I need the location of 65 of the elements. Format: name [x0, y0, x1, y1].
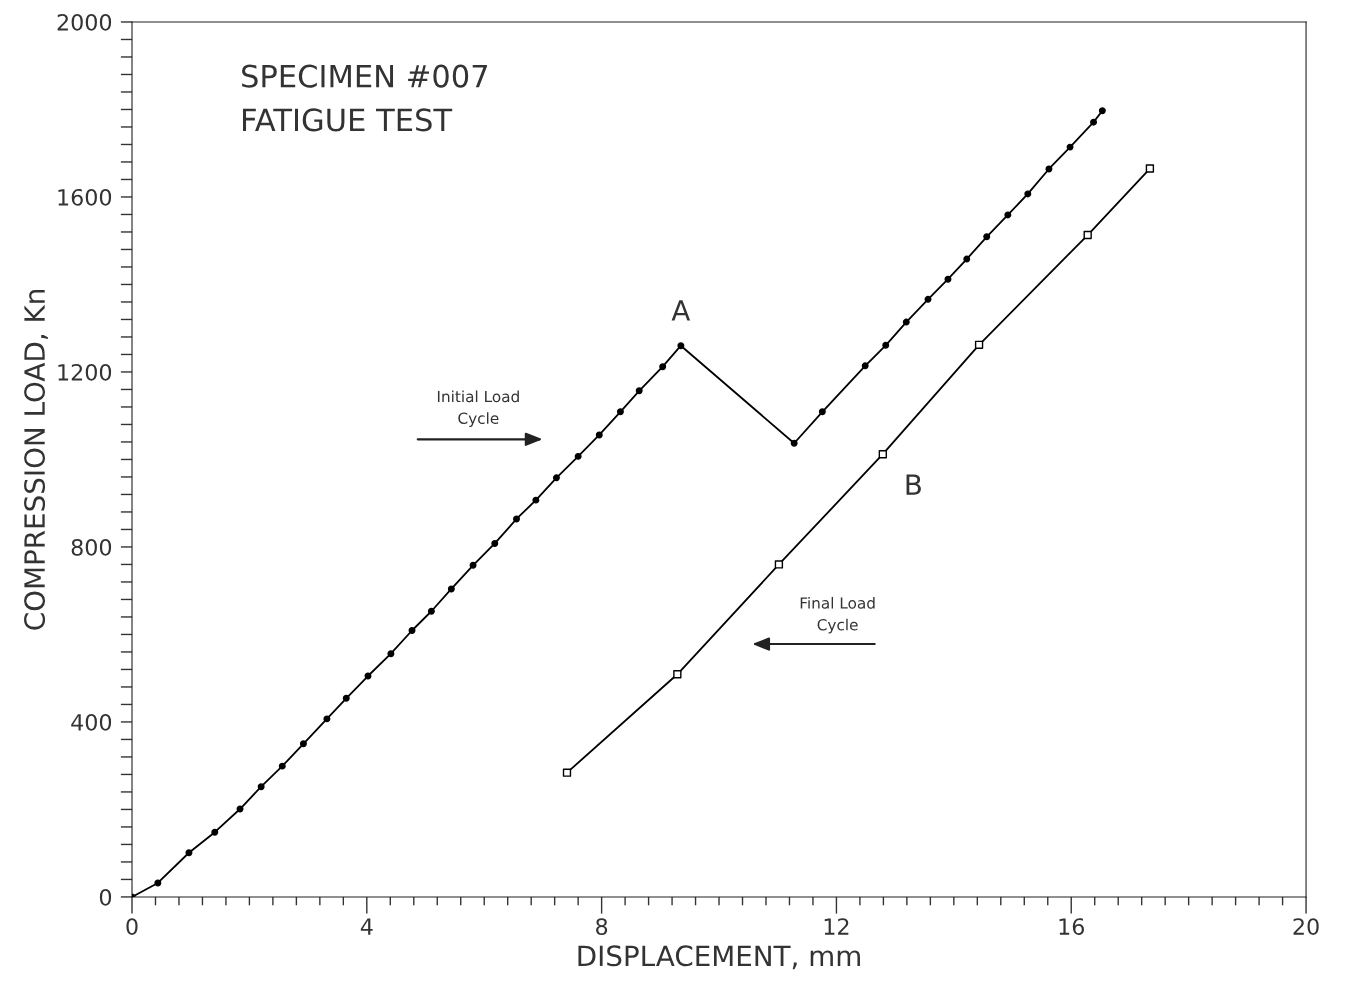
point: [616, 408, 624, 416]
point: [677, 342, 685, 350]
point: [1098, 107, 1106, 115]
x-axis-title: DISPLACEMENT, mm: [578, 945, 860, 970]
point: [1024, 190, 1032, 198]
point: [659, 363, 667, 371]
point: [861, 362, 869, 370]
y-tick-label: 2000: [57, 13, 112, 31]
point: [387, 650, 395, 658]
point: [635, 387, 643, 395]
point: [673, 670, 682, 679]
point: [902, 318, 910, 326]
point: [278, 762, 286, 770]
point: [469, 561, 477, 569]
point: [532, 496, 540, 504]
annotation: Initial Load Cycle: [437, 390, 519, 427]
point: [878, 450, 887, 459]
point: [447, 585, 455, 593]
annotation: B: [906, 474, 921, 495]
point: [185, 849, 193, 857]
point: [1004, 211, 1012, 219]
x-tick-label: 16: [1059, 918, 1084, 935]
point: [1066, 143, 1074, 151]
point: [924, 295, 932, 303]
point: [552, 474, 560, 482]
point: [944, 275, 952, 283]
point: [562, 768, 572, 777]
y-tick-label: 400: [71, 713, 112, 731]
x-tick-label: 20: [1293, 918, 1319, 935]
point: [595, 431, 603, 439]
point: [790, 439, 798, 447]
point: [323, 715, 331, 723]
point: [513, 515, 520, 523]
point: [1045, 165, 1053, 173]
y-tick-label: 1600: [58, 188, 112, 206]
x-tick-label: 8: [596, 918, 608, 935]
point: [1083, 230, 1092, 240]
point: [774, 560, 784, 569]
point: [974, 340, 984, 350]
point: [408, 627, 416, 634]
annotation: Final Load Cycle: [800, 596, 875, 634]
point: [427, 607, 435, 615]
point: [299, 740, 307, 748]
point: [211, 828, 219, 836]
point: [983, 233, 991, 241]
annotation: FATIGUE TEST: [243, 108, 453, 132]
point: [963, 255, 971, 263]
point: [882, 341, 890, 349]
annotation: A: [671, 300, 691, 321]
point: [1145, 164, 1155, 173]
point: [491, 539, 499, 547]
point: [1090, 118, 1098, 126]
point: [574, 452, 582, 460]
point: [257, 783, 265, 791]
x-tick-label: 4: [360, 918, 373, 935]
x-tick-label: 12: [824, 918, 849, 935]
x-tick-label: 0: [126, 918, 138, 935]
point: [818, 408, 826, 416]
y-axis-title: COMPRESSION LOAD, Kn: [24, 290, 48, 630]
point: [154, 879, 162, 887]
annotation: SPECIMEN #007: [242, 64, 488, 88]
y-tick-label: 0: [99, 888, 112, 906]
y-tick-label: 1200: [58, 363, 112, 381]
y-tick-label: 800: [71, 538, 112, 556]
point: [342, 694, 350, 702]
